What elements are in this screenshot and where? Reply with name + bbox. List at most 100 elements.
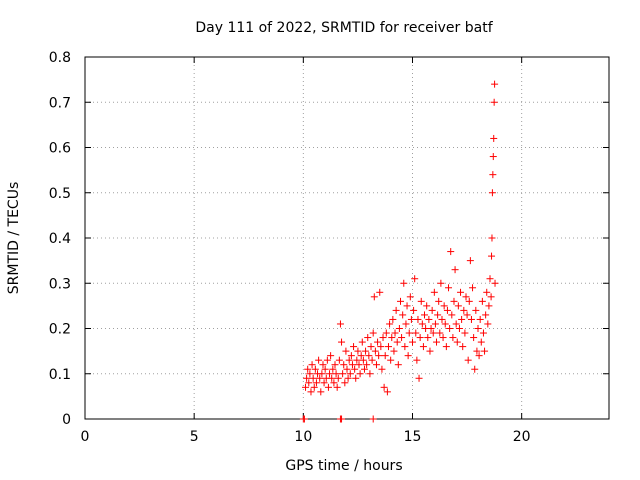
data-point bbox=[379, 334, 387, 342]
data-point bbox=[391, 329, 399, 337]
data-point bbox=[473, 347, 481, 355]
data-point bbox=[477, 338, 485, 346]
data-point bbox=[430, 288, 438, 296]
data-point bbox=[402, 320, 410, 328]
data-point bbox=[320, 379, 328, 387]
data-point bbox=[353, 356, 361, 364]
data-point bbox=[466, 257, 474, 265]
data-point bbox=[339, 370, 347, 378]
data-point bbox=[363, 361, 371, 369]
data-point bbox=[398, 334, 406, 342]
data-point bbox=[357, 352, 365, 360]
data-point bbox=[377, 343, 385, 351]
data-point bbox=[439, 334, 447, 342]
data-points bbox=[299, 80, 499, 423]
data-point bbox=[425, 315, 433, 323]
data-point bbox=[449, 334, 457, 342]
data-point bbox=[396, 297, 404, 305]
data-point bbox=[404, 352, 412, 360]
y-axis-label: SRMTID / TECUs bbox=[6, 182, 22, 295]
data-point bbox=[302, 383, 310, 391]
data-point bbox=[478, 297, 486, 305]
data-point bbox=[382, 329, 390, 337]
data-point bbox=[452, 320, 460, 328]
data-point bbox=[488, 189, 496, 197]
data-point bbox=[413, 356, 421, 364]
data-point bbox=[401, 343, 409, 351]
y-tick-label: 0 bbox=[62, 412, 71, 428]
data-point bbox=[315, 356, 323, 364]
data-point bbox=[461, 329, 469, 337]
data-point bbox=[400, 279, 408, 287]
data-point bbox=[488, 252, 496, 260]
data-point bbox=[304, 365, 312, 373]
data-point bbox=[386, 320, 394, 328]
data-point bbox=[300, 415, 308, 423]
data-point bbox=[424, 334, 432, 342]
data-point bbox=[440, 302, 448, 310]
data-point bbox=[390, 347, 398, 355]
data-point bbox=[455, 325, 463, 332]
x-tick-label: 20 bbox=[513, 429, 531, 445]
data-point bbox=[380, 383, 388, 391]
data-point bbox=[308, 361, 316, 369]
data-point bbox=[351, 365, 359, 373]
data-point bbox=[389, 315, 397, 323]
data-point bbox=[338, 338, 346, 346]
data-point bbox=[384, 343, 392, 351]
data-point bbox=[460, 306, 468, 314]
y-tick-label: 0.1 bbox=[49, 367, 71, 383]
data-point bbox=[344, 374, 352, 382]
data-point bbox=[355, 361, 363, 369]
data-point bbox=[341, 379, 349, 387]
data-point bbox=[346, 370, 354, 378]
y-tick-label: 0.8 bbox=[49, 50, 71, 66]
data-point bbox=[332, 370, 340, 378]
data-point bbox=[359, 356, 367, 364]
data-point bbox=[476, 315, 484, 323]
data-point bbox=[446, 325, 454, 332]
data-point bbox=[318, 370, 326, 378]
data-point bbox=[450, 297, 458, 305]
data-point bbox=[319, 361, 327, 369]
data-point bbox=[465, 297, 473, 305]
data-point bbox=[426, 347, 434, 355]
data-point bbox=[434, 311, 442, 319]
data-point bbox=[438, 315, 446, 323]
data-point bbox=[307, 388, 315, 396]
data-point bbox=[472, 306, 480, 314]
data-point bbox=[458, 315, 466, 323]
data-point bbox=[323, 356, 331, 364]
data-point bbox=[333, 383, 341, 391]
data-point bbox=[336, 320, 344, 328]
data-point bbox=[436, 329, 444, 337]
data-point bbox=[405, 329, 413, 337]
data-point bbox=[445, 284, 453, 292]
y-tick-label: 0.3 bbox=[49, 276, 71, 292]
data-point bbox=[369, 415, 377, 423]
data-point bbox=[326, 370, 334, 378]
data-point bbox=[392, 306, 400, 314]
x-tick-label: 15 bbox=[404, 429, 422, 445]
data-point bbox=[311, 365, 319, 373]
data-point bbox=[471, 365, 479, 373]
data-point bbox=[488, 234, 496, 242]
data-point bbox=[447, 248, 455, 256]
data-point bbox=[370, 293, 378, 301]
data-point bbox=[491, 80, 499, 88]
data-point bbox=[485, 302, 493, 310]
x-tick-label: 0 bbox=[81, 429, 90, 445]
data-point bbox=[366, 370, 374, 378]
data-point bbox=[303, 374, 311, 382]
data-point bbox=[484, 320, 492, 328]
data-point bbox=[338, 415, 346, 423]
chart-title: Day 111 of 2022, SRMTID for receiver bat… bbox=[195, 20, 493, 36]
data-point bbox=[362, 347, 370, 355]
data-point bbox=[475, 352, 483, 360]
data-point bbox=[437, 279, 445, 287]
data-point bbox=[312, 379, 320, 387]
data-point bbox=[309, 374, 317, 382]
data-point bbox=[343, 365, 351, 373]
data-point bbox=[451, 266, 459, 274]
